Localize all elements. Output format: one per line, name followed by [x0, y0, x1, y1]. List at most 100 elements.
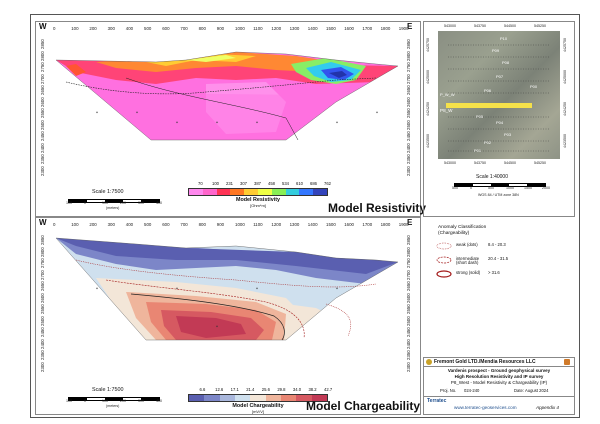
- scale-tick: 100: [102, 399, 108, 403]
- x-tick-label: 300: [107, 222, 115, 227]
- x-tick-label: 1800: [380, 26, 391, 31]
- x-tick-label: 1300: [289, 26, 300, 31]
- scale-tick: 400: [156, 399, 162, 403]
- x-tick-label: 1700: [362, 26, 373, 31]
- x-tick-label: 1600: [344, 222, 354, 227]
- legend-tick-label: 29.8: [277, 387, 286, 392]
- legend-swatch: [296, 395, 312, 401]
- survey-name: High Resolution Resistivity and IP surve…: [454, 374, 544, 379]
- report-sheet: W E 0 100 200 300 400 500 600 700 800 900 1000 1100…: [30, 14, 580, 418]
- station-label: P07: [496, 74, 504, 79]
- resistivity-scalebar: Scale 1:7500 100 0 100 200 300 400 (meters): [48, 189, 188, 210]
- legend-tick-label: 17.1: [230, 387, 239, 392]
- legend-tick-label: 610: [296, 181, 303, 186]
- map-scale-tick: 2000: [542, 186, 550, 190]
- legend-tick-label: 231: [226, 181, 233, 186]
- legend-tick-label: 25.6: [261, 387, 270, 392]
- legend-tick-label: 6.6: [199, 387, 206, 392]
- x-tick-label: 800: [198, 26, 206, 31]
- x-tick-label: 1400: [307, 222, 318, 227]
- legend-swatch: [234, 395, 251, 401]
- legend-swatch: [280, 395, 297, 401]
- x-tick-label: 500: [144, 222, 152, 227]
- legend-swatch: [311, 395, 327, 401]
- x-tick-label: 900: [216, 222, 225, 227]
- station-label: P02: [484, 140, 492, 145]
- map-scale-tick: 0: [470, 186, 472, 190]
- scale-tick: 400: [156, 201, 162, 205]
- legend-tick-label: 458: [268, 181, 275, 186]
- location-map-panel: 543000 543750 544500 545250 P10 P09 P08 P07 P00…: [423, 21, 575, 217]
- legend-tick-label: 762: [324, 181, 331, 186]
- scale-tick: 0: [84, 201, 86, 205]
- x-tick-label: 100: [71, 26, 79, 31]
- anomaly-swatch-icon: [436, 270, 452, 278]
- terratec-logo: Terratec: [427, 398, 447, 404]
- map-datum: WGS 84 / UTM zone 38N: [478, 193, 519, 197]
- chargeability-legend-unit: [mV/V]: [251, 409, 264, 415]
- station-label: P09: [492, 48, 500, 53]
- x-tick-label: 600: [162, 26, 170, 31]
- legend-swatch: [189, 395, 205, 401]
- scale-tick: 100: [102, 201, 108, 205]
- west-label: W: [39, 22, 47, 31]
- x-tick-label: 1100: [253, 222, 263, 227]
- x-tick-label: 1900: [398, 222, 409, 227]
- map-scale-tick: 1000: [506, 186, 514, 190]
- title-block: Fremont Gold LTD./Mendia Resources LLC V…: [423, 357, 575, 415]
- company-name: Fremont Gold LTD./Mendia Resources LLC: [434, 358, 536, 365]
- x-tick-label: 1500: [326, 222, 336, 227]
- x-tick-label: 300: [107, 26, 115, 31]
- legend-tick-label: 686: [310, 181, 317, 186]
- chargeability-panel: W E 0 100 200 300 400 500 600 700 800 900 1000 1100…: [35, 217, 421, 415]
- x-tick-label: 1400: [307, 26, 318, 31]
- station-label: P_W_W: [440, 92, 455, 97]
- chargeability-scalebar: Scale 1:7500 100 0 100 200 300 400 (meters): [48, 387, 188, 408]
- chargeability-section: [55, 237, 399, 341]
- legend-swatch: [250, 395, 266, 401]
- station-label: P00: [530, 84, 538, 89]
- anomaly-swatch-icon: [436, 242, 452, 250]
- legend-tick-label: 387: [254, 181, 261, 186]
- x-tick-label: 1600: [344, 26, 354, 31]
- station-label: P06: [484, 88, 492, 93]
- x-tick-label: 1500: [326, 26, 336, 31]
- scale-unit: (meters): [106, 206, 120, 210]
- x-tick-label: 1800: [380, 222, 391, 227]
- resistivity-legend: 70 100 231 307 387 458 534 610 686 762 Model Resi…: [188, 181, 331, 208]
- legend-swatch: [244, 189, 258, 195]
- x-tick-label: 1200: [271, 26, 282, 31]
- x-tick-label: 400: [125, 222, 134, 227]
- legend-swatch: [230, 189, 245, 195]
- highlighted-line: [446, 103, 532, 108]
- x-tick-label: 400: [125, 26, 134, 31]
- x-tick-label: 0: [53, 222, 56, 227]
- map-coord-top: 543000: [444, 24, 456, 28]
- anomaly-swatch-icon: [436, 256, 452, 264]
- scale-tick: 100: [66, 201, 72, 205]
- map-scale-tick: 1500: [524, 186, 532, 190]
- grid-crosses: [96, 111, 378, 124]
- station-label: P08: [502, 60, 510, 65]
- station-label: P03: [504, 132, 512, 137]
- anomaly-title: Anomaly Classification: [438, 225, 487, 230]
- legend-swatch: [265, 395, 281, 401]
- company-logo-icon: [426, 359, 432, 365]
- legend-swatch: [299, 189, 314, 195]
- x-tick-label: 200: [89, 222, 97, 227]
- x-tick-label: 100: [71, 222, 79, 227]
- resistivity-title: Model Resistivity: [328, 201, 427, 215]
- map-scale-tick: 500: [488, 186, 494, 190]
- appendix-label: Appendix 4: [536, 405, 559, 410]
- scale-tick: 100: [66, 399, 72, 403]
- scale-tick: 200: [120, 399, 126, 403]
- chargeability-title: Model Chargeability: [306, 399, 421, 413]
- east-label: E: [407, 22, 413, 31]
- map-coord-right: 4423500: [563, 134, 567, 148]
- legend-tick-label: 38.2: [308, 387, 317, 392]
- map-coord-top: 544500: [504, 24, 516, 28]
- legend-swatch: [189, 189, 203, 195]
- legend-swatch: [202, 189, 217, 195]
- satellite-map: P10 P09 P08 P07 P00 P06 P_W_W P05 P04 P03 P02 P01 P…: [438, 31, 560, 159]
- legend-swatch: [216, 189, 231, 195]
